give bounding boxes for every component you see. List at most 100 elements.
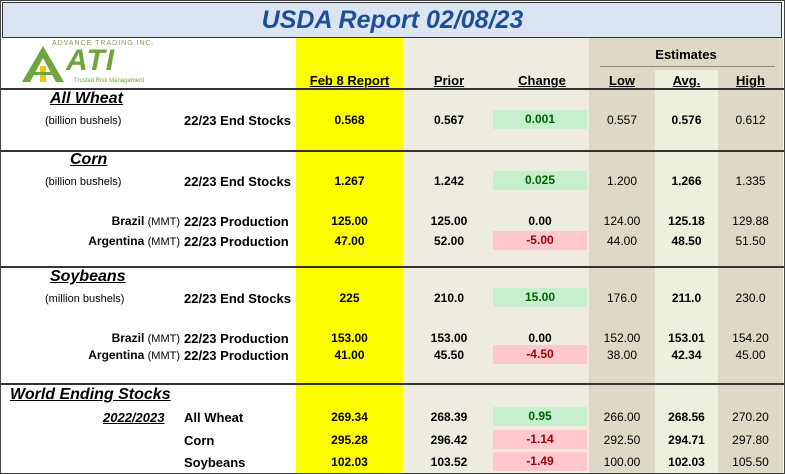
row-label: 22/23 Production: [184, 331, 289, 346]
country-unit: (MMT): [147, 333, 180, 345]
year-label: 2022/2023: [103, 410, 165, 425]
cell-high: 45.00: [735, 348, 766, 362]
country-label: Argentina (MMT): [0, 348, 180, 362]
country-unit: (MMT): [147, 216, 180, 228]
cell-high: 0.612: [735, 113, 766, 127]
col-header-low: Low: [609, 73, 635, 88]
logo-tagline: Trusted Risk Management: [74, 78, 145, 84]
row-label: 22/23 End Stocks: [184, 174, 291, 189]
cell-change: -4.50: [493, 345, 587, 364]
cell-avg: 153.01: [668, 331, 705, 345]
row-label: Corn: [184, 433, 215, 448]
cell-prior: 153.00: [430, 331, 468, 345]
cell-report: 125.00: [331, 214, 368, 228]
row-label: 22/23 Production: [184, 214, 289, 229]
cell-high: 297.80: [732, 433, 769, 447]
cell-avg: 125.18: [668, 214, 705, 228]
unit-label: (million bushels): [45, 293, 125, 305]
cell-prior: 52.00: [433, 234, 465, 248]
cell-low: 1.200: [606, 174, 638, 188]
title-bar: [2, 2, 782, 38]
cell-report: 0.568: [334, 113, 365, 127]
cell-change: 0.00: [528, 331, 552, 345]
country-label: Brazil (MMT): [0, 214, 180, 228]
country-name: Argentina: [88, 234, 145, 248]
section-divider: [0, 150, 785, 152]
country-unit: (MMT): [147, 236, 180, 248]
cell-report: 1.267: [334, 174, 365, 188]
section-divider: [0, 383, 785, 385]
unit-label: (billion bushels): [45, 176, 122, 188]
row-label: 22/23 Production: [184, 234, 289, 249]
cell-low: 176.0: [606, 291, 638, 305]
cell-low: 266.00: [603, 410, 641, 424]
cell-avg: 48.50: [671, 234, 702, 248]
cell-low: 124.00: [603, 214, 641, 228]
cell-low: 100.00: [603, 455, 641, 469]
cell-low: 0.557: [606, 113, 638, 127]
cell-avg: 211.0: [671, 291, 702, 305]
cell-high: 270.20: [732, 410, 769, 424]
col-header-change: Change: [518, 73, 566, 88]
section-title-corn: Corn: [70, 151, 108, 168]
cell-prior: 125.00: [430, 214, 468, 228]
cell-change: 0.025: [493, 171, 587, 190]
cell-prior: 45.50: [433, 348, 465, 362]
ati-logo-icon: [22, 46, 64, 82]
cell-report: 47.00: [334, 234, 365, 248]
col-header-avg: Avg.: [672, 73, 701, 88]
section-divider: [0, 88, 785, 90]
cell-low: 44.00: [606, 234, 638, 248]
cell-prior: 210.0: [433, 291, 465, 305]
cell-change: 0.001: [493, 110, 587, 129]
cell-report: 153.00: [331, 331, 368, 345]
section-divider: [0, 266, 785, 268]
cell-avg: 102.03: [668, 455, 705, 469]
cell-change: 0.95: [493, 407, 587, 426]
country-label: Brazil (MMT): [0, 331, 180, 345]
estimates-header: Estimates: [655, 47, 717, 62]
col-header-report: Feb 8 Report: [309, 73, 390, 88]
report-column-band: [296, 38, 403, 474]
cell-report: 225: [339, 291, 360, 305]
row-label: 22/23 End Stocks: [184, 291, 291, 306]
page-title: USDA Report 02/08/23: [261, 6, 524, 34]
unit-label: (billion bushels): [45, 115, 122, 127]
cell-report: 269.34: [331, 410, 368, 424]
country-name: Brazil: [111, 331, 145, 345]
cell-high: 1.335: [735, 174, 766, 188]
cell-low: 292.50: [603, 433, 641, 447]
cell-high: 230.0: [735, 291, 766, 305]
cell-avg: 1.266: [671, 174, 702, 188]
logo-wordmark: ATI: [66, 44, 116, 77]
country-name: Brazil: [111, 214, 145, 228]
cell-prior: 296.42: [430, 433, 468, 447]
cell-high: 105.50: [732, 455, 769, 469]
estimates-divider: [600, 66, 775, 67]
section-title-soybeans: Soybeans: [50, 268, 126, 285]
country-name: Argentina: [88, 348, 145, 362]
cell-prior: 103.52: [430, 455, 468, 469]
cell-prior: 0.567: [433, 113, 465, 127]
section-title-wheat: All Wheat: [50, 90, 123, 107]
col-header-high: High: [736, 73, 765, 88]
cell-avg: 268.56: [668, 410, 705, 424]
row-label: All Wheat: [184, 410, 244, 425]
cell-prior: 268.39: [430, 410, 468, 424]
cell-report: 295.28: [331, 433, 368, 447]
cell-change: 15.00: [493, 288, 587, 307]
cell-high: 154.20: [732, 331, 769, 345]
cell-change: -1.49: [493, 452, 587, 471]
cell-avg: 0.576: [671, 113, 702, 127]
section-title-world: World Ending Stocks: [10, 386, 171, 403]
cell-change: -5.00: [493, 231, 587, 250]
cell-report: 41.00: [334, 348, 365, 362]
cell-avg: 294.71: [668, 433, 705, 447]
row-label: 22/23 End Stocks: [184, 113, 291, 128]
cell-avg: 42.34: [671, 348, 702, 362]
row-label: Soybeans: [184, 455, 246, 470]
avg-column-band: [655, 70, 718, 474]
logo-company-name: ADVANCE TRADING INC.: [52, 40, 155, 47]
cell-high: 129.88: [732, 214, 769, 228]
